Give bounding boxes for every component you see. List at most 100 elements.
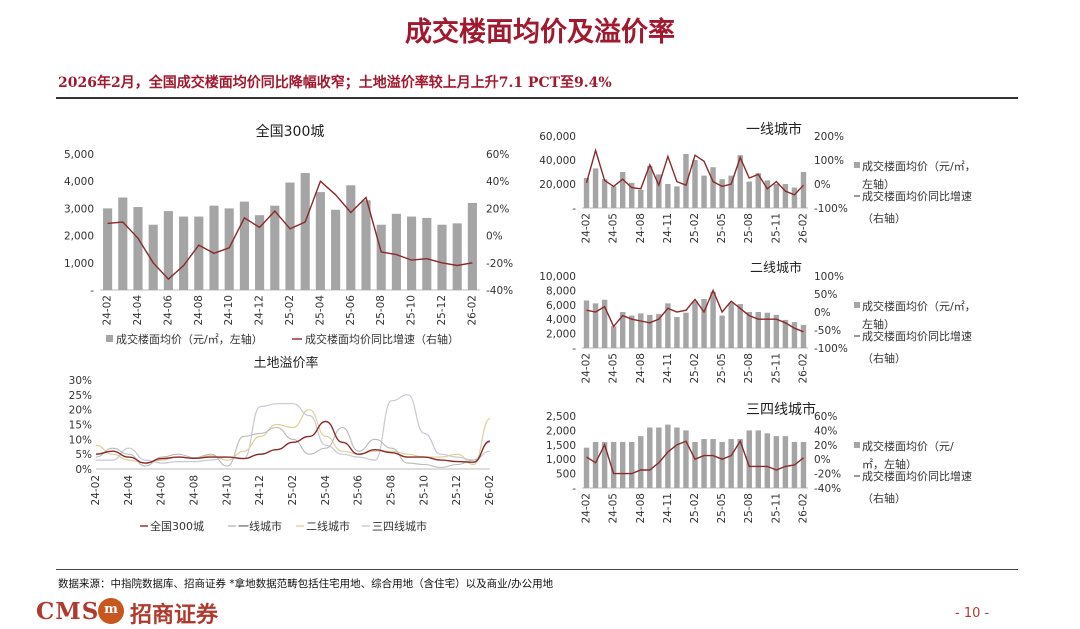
bar-price (800, 324, 807, 348)
x-tick-label: 25-08 (743, 493, 755, 524)
legend-label-line: （右轴） (862, 491, 906, 505)
legend-label-line: 成交楼面均价同比增速（右轴） (305, 332, 459, 346)
bar-price (592, 441, 599, 488)
bar-price (764, 180, 771, 208)
x-tick-label: 24-02 (90, 475, 102, 506)
chart-title: 二线城市 (750, 260, 802, 276)
bar-price (407, 216, 417, 290)
bar-price (719, 179, 725, 208)
bar-price (391, 213, 401, 290)
bar-price (701, 175, 707, 208)
x-tick-label: 25-11 (770, 353, 782, 384)
x-tick-label: 24-11 (662, 353, 674, 384)
top-divider (56, 97, 1018, 99)
bar-price (800, 172, 807, 208)
y-left-tick-label: 3,000 (64, 203, 94, 215)
bar-price (610, 326, 617, 348)
line-三四线城市 (96, 394, 491, 464)
y-left-tick-label: 2,000 (64, 231, 94, 243)
bar-price (163, 211, 173, 290)
y-right-tick-label: 60% (814, 411, 837, 423)
x-tick-label: 25-02 (284, 295, 296, 326)
logo-cms-text: CMS (36, 598, 100, 625)
y-tick-label: 30% (69, 375, 92, 387)
line-全国300城 (95, 420, 491, 464)
x-tick-label: 25-04 (314, 295, 326, 326)
x-tick-label: 24-12 (254, 295, 266, 326)
y-right-tick-label: 20% (814, 440, 837, 452)
bar-price (764, 312, 771, 348)
y-right-tick-label: 60% (486, 149, 509, 161)
line-growth (586, 439, 804, 475)
bar-price (601, 441, 608, 488)
legend-label-line: （右轴） (862, 211, 906, 225)
bar-price (728, 439, 734, 488)
bar-price (346, 185, 356, 290)
legend-label-line: （右轴） (862, 351, 906, 365)
data-source-note: 数据来源：中指院数据库、招商证券 *拿地数据范畴包括住宅用地、综合用地（含住宅）… (58, 578, 554, 590)
y-tick-label: 0% (75, 464, 92, 476)
x-tick-label: 25-02 (689, 353, 701, 384)
chart-tier2: - 2,000 4,000 6,000 8,000 10,000 -100% -50% 0% 50… (539, 260, 975, 384)
chart-tier34: - 500 1,000 1,500 2,000 2,500 -40% -20% 0% 20% 40%… (546, 401, 972, 524)
x-tick-label: 25-12 (451, 475, 463, 506)
line-二线城市 (95, 409, 491, 466)
y-right-tick-label: 40% (814, 425, 837, 437)
bar-price (638, 190, 644, 208)
y-left-tick-label: 20,000 (539, 179, 576, 191)
x-tick-label: 24-02 (581, 493, 593, 524)
legend-label-bar: 成交楼面均价（元/㎡， (862, 159, 976, 173)
bar-price (683, 312, 689, 348)
bar-price (422, 217, 432, 290)
bar-price (209, 205, 219, 290)
bar-price (638, 436, 644, 488)
y-left-tick-label: 1,500 (546, 440, 576, 452)
bar-price (376, 224, 386, 290)
chart-national: - 1,000 2,000 3,000 4,000 5,000 -40% -20% 0% 20% 4… (64, 123, 513, 346)
bar-price (619, 172, 626, 208)
bar-price (710, 439, 716, 488)
x-tick-label: 25-08 (743, 353, 755, 384)
bar-price (629, 315, 635, 348)
bar-price (773, 184, 780, 208)
x-tick-label: 25-06 (345, 295, 357, 326)
bar-price (285, 182, 295, 290)
y-left-tick-label: 2,000 (546, 425, 576, 437)
bar-price (773, 314, 780, 348)
x-tick-label: 25-08 (743, 213, 755, 244)
x-tick-label: 25-10 (406, 295, 418, 326)
page-subtitle: 2026年2月，全国成交楼面均价同比降幅收窄；土地溢价率较上月上升7.1 PCT… (58, 75, 612, 91)
x-tick-label: 25-02 (689, 493, 701, 524)
x-tick-label: 26-02 (484, 475, 496, 506)
bar-price (592, 168, 599, 208)
x-tick-label: 24-05 (608, 213, 620, 244)
bar-price (737, 439, 743, 488)
page-number: - 10 - (955, 606, 990, 621)
legend-swatch-bar (854, 302, 860, 308)
y-right-tick-label: -40% (486, 285, 513, 297)
logo-company-name: 招商证券 (130, 602, 219, 628)
y-right-tick-label: 20% (486, 203, 509, 215)
x-tick-label: 26-02 (466, 295, 478, 326)
x-tick-label: 25-11 (770, 493, 782, 524)
x-tick-label: 24-05 (608, 493, 620, 524)
legend-swatch-bar (854, 162, 860, 168)
legend-label-bar: 左轴） (862, 317, 895, 331)
chart-title: 土地溢价率 (253, 355, 318, 371)
legend-label: 一线城市 (238, 519, 282, 533)
page-title: 成交楼面均价及溢价率 (405, 17, 675, 48)
chart-tier1: - 20,000 40,000 60,000 -100% 0% 100% 200% 一线城市 24… (539, 121, 976, 244)
bar-price (728, 302, 734, 348)
bar-price (619, 441, 626, 488)
y-tick-label: 5% (75, 449, 92, 461)
legend-swatch-bar (106, 335, 113, 342)
bar-price (782, 184, 789, 208)
x-tick-label: 25-05 (716, 213, 728, 244)
y-right-tick-label: 0% (814, 307, 831, 319)
x-tick-label: 24-12 (254, 475, 266, 506)
x-tick-label: 24-05 (608, 353, 620, 384)
x-tick-label: 24-10 (221, 475, 233, 506)
y-left-tick-label: 1,000 (546, 454, 576, 466)
x-tick-label: 25-04 (320, 475, 332, 506)
x-tick-label: 24-04 (123, 475, 135, 506)
